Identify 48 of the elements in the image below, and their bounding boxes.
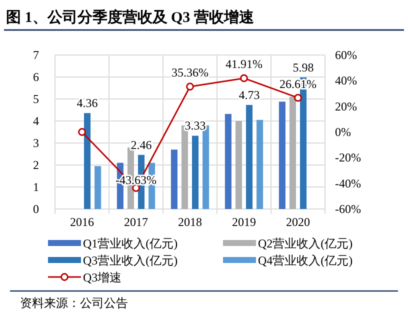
y-tick-label: 5 xyxy=(33,92,39,106)
text: 资料来源：公司公告 xyxy=(20,296,128,310)
bar xyxy=(84,113,91,209)
bar xyxy=(224,114,232,209)
y-tick-label: 6 xyxy=(33,70,39,84)
point xyxy=(240,74,248,82)
bar xyxy=(256,120,264,209)
y-tick-label: 7 xyxy=(33,48,39,62)
bar xyxy=(278,102,286,209)
point xyxy=(78,128,86,136)
legend-label: Q3营业收入(亿元) xyxy=(83,254,178,268)
bar xyxy=(94,166,102,209)
bar xyxy=(170,150,178,209)
legend-label: Q2营业收入(亿元) xyxy=(258,236,353,250)
legend-label: Q4营业收入(亿元) xyxy=(258,254,353,268)
x-tick-label: 2019 xyxy=(232,215,256,229)
legend-label: Q3增速 xyxy=(83,270,122,284)
data-label: 3.33 xyxy=(184,118,206,133)
bar xyxy=(246,104,253,209)
y-tick-label: 2 xyxy=(33,158,39,172)
data-label: 35.36% xyxy=(172,66,208,80)
y2-tick-label: 40% xyxy=(335,74,357,88)
y-tick-label: 4 xyxy=(33,114,39,128)
legend-label: Q1营业收入(亿元) xyxy=(83,236,178,250)
y-tick-label: 0 xyxy=(33,202,39,216)
data-label: 41.91% xyxy=(226,57,262,72)
point xyxy=(186,82,194,91)
x-tick-label: 2020 xyxy=(286,215,310,229)
point xyxy=(294,94,302,102)
data-label: 4.73 xyxy=(238,88,260,102)
data-label: 4.36 xyxy=(76,96,98,110)
x-tick-label: 2018 xyxy=(178,215,202,229)
y2-tick-label: -60% xyxy=(335,202,361,216)
y-tick-label: 3 xyxy=(33,136,39,150)
y2-tick-label: 60% xyxy=(335,48,357,62)
bar xyxy=(289,96,296,209)
y2-tick-label: -20% xyxy=(335,150,361,165)
y2-tick-label: -40% xyxy=(335,176,361,190)
x-tick-label: 2017 xyxy=(124,215,148,229)
y2-tick-label: 0% xyxy=(335,125,351,139)
x-tick-label: 2016 xyxy=(70,215,94,229)
chart-title: 图 1、公司分季度营收及 Q3 营收增速 xyxy=(6,8,255,26)
y2-tick-label: 20% xyxy=(335,99,357,114)
bar xyxy=(235,121,242,209)
y-tick-label: 1 xyxy=(33,180,39,194)
bar xyxy=(192,136,199,209)
data-label: 5.98 xyxy=(292,60,314,74)
data-label: 2.46 xyxy=(130,138,152,152)
